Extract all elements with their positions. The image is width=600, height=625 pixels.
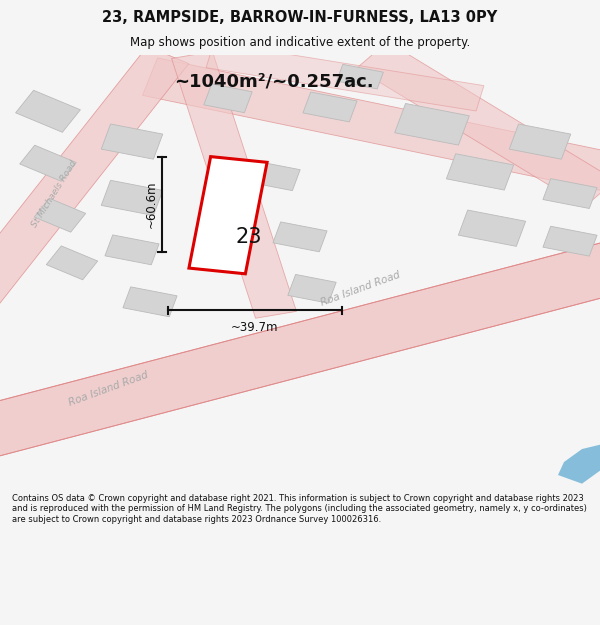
Text: Roa Island Road: Roa Island Road: [67, 369, 149, 408]
Polygon shape: [509, 124, 571, 159]
Polygon shape: [123, 287, 177, 317]
Text: 23, RAMPSIDE, BARROW-IN-FURNESS, LA13 0PY: 23, RAMPSIDE, BARROW-IN-FURNESS, LA13 0P…: [103, 10, 497, 25]
Polygon shape: [543, 179, 597, 209]
Polygon shape: [288, 274, 336, 303]
Polygon shape: [105, 235, 159, 265]
Text: ~60.6m: ~60.6m: [145, 181, 158, 228]
Text: ~1040m²/~0.257ac.: ~1040m²/~0.257ac.: [174, 72, 374, 91]
Text: Roa Island Road: Roa Island Road: [319, 270, 401, 308]
Polygon shape: [16, 90, 80, 132]
Polygon shape: [101, 124, 163, 159]
Polygon shape: [0, 46, 189, 315]
Polygon shape: [143, 58, 600, 195]
Polygon shape: [34, 198, 86, 232]
Text: St Michaels Road: St Michaels Road: [30, 158, 78, 229]
Polygon shape: [189, 157, 267, 274]
Polygon shape: [101, 180, 163, 216]
Polygon shape: [558, 445, 600, 484]
Polygon shape: [0, 238, 600, 461]
Polygon shape: [204, 84, 252, 112]
Text: Map shows position and indicative extent of the property.: Map shows position and indicative extent…: [130, 36, 470, 49]
Polygon shape: [446, 154, 514, 190]
Polygon shape: [356, 42, 600, 207]
Polygon shape: [46, 246, 98, 280]
Polygon shape: [273, 222, 327, 252]
Polygon shape: [252, 162, 300, 191]
Polygon shape: [206, 42, 484, 111]
Polygon shape: [20, 145, 76, 181]
Text: 23: 23: [236, 227, 262, 247]
Polygon shape: [303, 92, 357, 122]
Polygon shape: [172, 51, 296, 318]
Polygon shape: [337, 64, 383, 89]
Polygon shape: [543, 226, 597, 256]
Text: Contains OS data © Crown copyright and database right 2021. This information is : Contains OS data © Crown copyright and d…: [12, 494, 587, 524]
Text: ~39.7m: ~39.7m: [231, 321, 279, 334]
Polygon shape: [395, 104, 469, 145]
Polygon shape: [458, 210, 526, 246]
